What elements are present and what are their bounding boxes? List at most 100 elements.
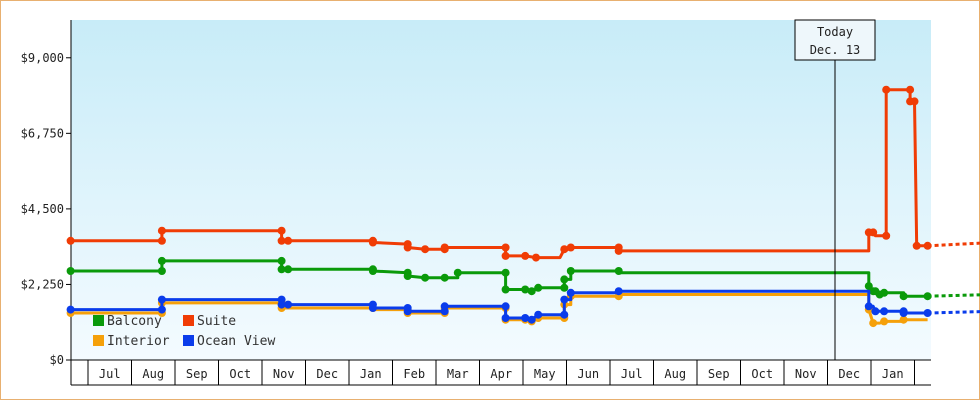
balcony-point[interactable] [368, 267, 377, 275]
interior-point[interactable] [880, 317, 889, 326]
x-tick-label: Jun [577, 367, 599, 381]
balcony-point[interactable] [560, 275, 569, 284]
ocean-view-point[interactable] [560, 310, 569, 319]
ocean-view-point[interactable] [440, 302, 449, 311]
suite-point[interactable] [157, 236, 166, 245]
ocean-view-point[interactable] [66, 305, 75, 314]
y-tick-label: $6,750 [21, 126, 64, 140]
balcony-point[interactable] [66, 267, 75, 275]
ocean-view-point[interactable] [157, 305, 166, 314]
balcony-point[interactable] [527, 287, 536, 296]
suite-point[interactable] [532, 253, 540, 262]
balcony-point[interactable] [277, 256, 286, 265]
y-axis: $0 $2,250 $4,500 $6,750 $9,000 [21, 20, 72, 385]
x-tick-label: Nov [795, 367, 817, 381]
suite-forecast-line [927, 241, 980, 248]
ocean-view-point[interactable] [560, 295, 569, 304]
balcony-point[interactable] [157, 256, 166, 265]
ocean-view-point[interactable] [368, 304, 377, 312]
ocean-view-point[interactable] [614, 287, 623, 296]
suite-point[interactable] [566, 243, 575, 252]
x-tick-label: Oct [751, 367, 773, 381]
suite-point[interactable] [501, 251, 510, 260]
ocean-view-point[interactable] [521, 314, 530, 322]
balcony-point[interactable] [501, 285, 510, 294]
x-tick-label: Sep [708, 367, 730, 381]
balcony-point[interactable] [880, 288, 889, 297]
interior-legend-swatch [93, 335, 104, 346]
ocean-view-point[interactable] [534, 310, 543, 319]
x-tick-label: Aug [664, 367, 686, 381]
x-tick-label: Apr [490, 367, 512, 381]
suite-point[interactable] [403, 243, 412, 252]
balcony-point[interactable] [277, 265, 286, 274]
suite-point[interactable] [912, 241, 921, 250]
x-tick-label: Jan [360, 367, 382, 381]
suite-point[interactable] [614, 246, 623, 255]
suite-point[interactable] [284, 236, 293, 245]
ocean-view-point[interactable] [566, 288, 575, 297]
ocean-view-point[interactable] [403, 307, 412, 316]
balcony-point[interactable] [440, 273, 449, 282]
ocean-view-point[interactable] [501, 314, 510, 322]
series-layer [66, 85, 980, 328]
ocean-view-point[interactable] [871, 307, 880, 316]
suite-point[interactable] [882, 85, 891, 94]
balcony-point[interactable] [566, 267, 575, 275]
suite-point[interactable] [501, 243, 510, 252]
suite-point[interactable] [869, 228, 878, 237]
suite-point[interactable] [560, 245, 569, 254]
balcony-point[interactable] [521, 285, 530, 294]
x-tick-label: Dec [838, 367, 860, 381]
balcony-point[interactable] [403, 272, 412, 280]
x-axis: Jul Aug Sep Oct Nov Dec Jan Feb Mar Apr May Jun Jul A… [71, 359, 931, 386]
interior-point[interactable] [899, 315, 908, 324]
balcony-point[interactable] [899, 292, 908, 301]
ocean-view-point[interactable] [527, 315, 536, 324]
balcony-legend-label: Balcony [107, 314, 162, 329]
balcony-point[interactable] [614, 267, 623, 275]
suite-point[interactable] [882, 231, 891, 240]
suite-point[interactable] [368, 238, 377, 247]
y-tick-label: $2,250 [21, 277, 64, 291]
suite-point[interactable] [277, 236, 286, 245]
balcony-point[interactable] [560, 283, 569, 292]
suite-point[interactable] [157, 226, 166, 235]
balcony-point[interactable] [923, 292, 932, 301]
x-tick-label: Jan [882, 367, 904, 381]
suite-point[interactable] [906, 85, 915, 94]
ocean-view-point[interactable] [157, 295, 166, 304]
balcony-point[interactable] [284, 265, 293, 274]
y-tick-label: $0 [50, 353, 64, 367]
legend: Balcony Suite Interior Ocean View [93, 314, 275, 349]
ocean-view-point[interactable] [880, 307, 889, 316]
ocean-view-point[interactable] [501, 302, 510, 311]
balcony-point[interactable] [501, 268, 510, 277]
y-tick-label: $4,500 [21, 202, 64, 216]
balcony-point[interactable] [534, 283, 543, 292]
x-tick-label: Feb [403, 367, 425, 381]
x-tick-label: Sep [186, 367, 208, 381]
ocean-view-point[interactable] [277, 300, 286, 309]
ocean-view-point[interactable] [284, 300, 293, 309]
x-tick-label: Dec [316, 367, 338, 381]
ocean-view-point[interactable] [923, 309, 932, 317]
suite-point[interactable] [421, 245, 430, 254]
suite-series-line [70, 88, 928, 260]
suite-point[interactable] [521, 251, 530, 260]
suite-point[interactable] [923, 241, 932, 250]
suite-point[interactable] [440, 243, 449, 252]
x-tick-label: Aug [142, 367, 164, 381]
suite-point[interactable] [66, 236, 75, 245]
interior-legend-label: Interior [107, 334, 170, 349]
balcony-point[interactable] [157, 267, 166, 275]
today-marker: Today Dec. 13 [794, 19, 876, 360]
suite-point[interactable] [910, 97, 919, 106]
suite-point[interactable] [277, 226, 286, 235]
balcony-point[interactable] [421, 273, 430, 282]
balcony-point[interactable] [453, 268, 462, 277]
ocean-view-point[interactable] [864, 302, 873, 311]
interior-point[interactable] [869, 319, 878, 328]
ocean-view-point[interactable] [899, 309, 908, 317]
balcony-forecast-line [927, 293, 980, 298]
